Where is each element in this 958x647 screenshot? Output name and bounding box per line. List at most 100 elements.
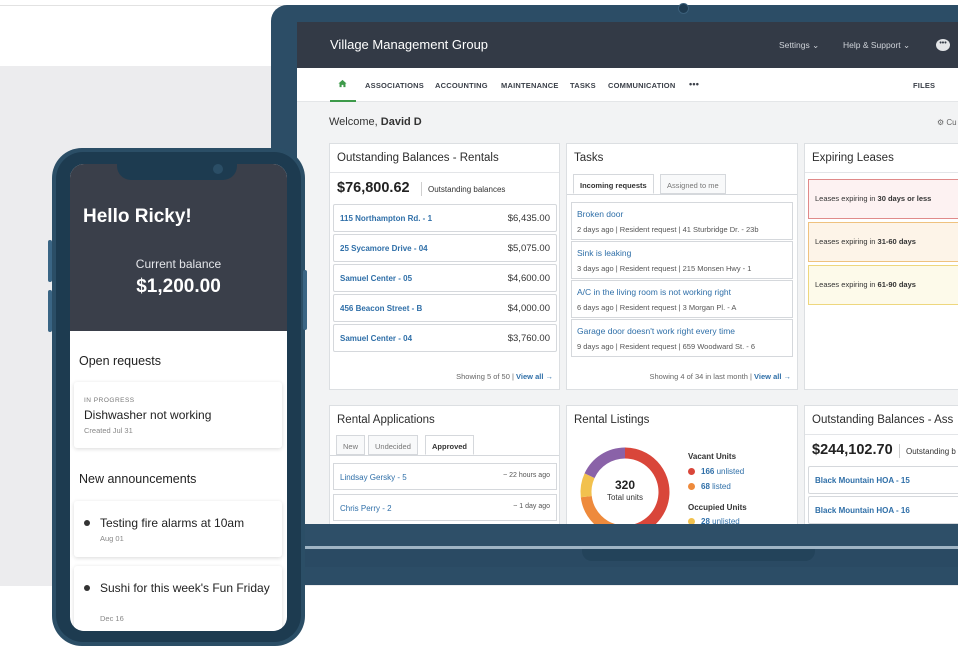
tab-incoming-requests[interactable]: Incoming requests <box>573 174 654 194</box>
task-meta: 2 days ago | Resident request | 41 Sturb… <box>577 225 759 234</box>
gear-icon: ⚙ <box>937 118 945 127</box>
legend-vacant-unlisted[interactable]: 166 unlisted <box>688 467 744 476</box>
customize-label: Cu <box>946 118 957 127</box>
balance-row[interactable]: 115 Northampton Rd. - 1 $6,435.00 <box>333 204 557 232</box>
tab-tasks[interactable]: TASKS <box>570 81 596 90</box>
tab-accounting[interactable]: ACCOUNTING <box>435 81 488 90</box>
property-link[interactable]: 456 Beacon Street - B <box>340 304 423 313</box>
property-link[interactable]: 25 Sycamore Drive - 04 <box>340 244 428 253</box>
announcement-date: Aug 01 <box>100 534 124 543</box>
laptop-lip <box>303 546 958 549</box>
balance-row[interactable]: Samuel Center - 04 $3,760.00 <box>333 324 557 352</box>
property-link[interactable]: Samuel Center - 05 <box>340 274 413 283</box>
application-time: ~ 22 hours ago <box>503 472 550 479</box>
balance-amount: $6,435.00 <box>507 213 550 224</box>
task-item[interactable]: Sink is leaking 3 days ago | Resident re… <box>571 241 793 279</box>
balance-amount: $5,075.00 <box>507 243 550 254</box>
bullet-icon <box>84 520 90 526</box>
task-item[interactable]: Garage door doesn't work right every tim… <box>571 319 793 357</box>
task-title[interactable]: Garage door doesn't work right every tim… <box>577 326 736 336</box>
request-card[interactable]: IN PROGRESS Dishwasher not working Creat… <box>74 382 282 448</box>
announcement-card[interactable]: Sushi for this week's Fun Friday Dec 16 <box>74 566 282 631</box>
legend-count: 68 <box>701 482 710 491</box>
balance-amount: $4,600.00 <box>507 273 550 284</box>
chevron-down-icon: ⌄ <box>812 40 820 50</box>
balance-row[interactable]: Black Mountain HOA - 15 <box>808 466 958 494</box>
balance-row[interactable]: Black Mountain HOA - 16 <box>808 496 958 524</box>
balance-row[interactable]: 25 Sycamore Drive - 04 $5,075.00 <box>333 234 557 262</box>
association-link[interactable]: Black Mountain HOA - 16 <box>815 506 910 515</box>
task-item[interactable]: A/C in the living room is not working ri… <box>571 280 793 318</box>
donut-segment-vacant-unlisted[interactable] <box>620 447 670 524</box>
property-link[interactable]: Samuel Center - 04 <box>340 334 413 343</box>
lease-bucket-30[interactable]: Leases expiring in 30 days or less <box>808 179 958 219</box>
announcement-date: Dec 16 <box>100 614 124 623</box>
laptop-camera <box>678 3 689 14</box>
vacant-units-heading: Vacant Units <box>688 452 737 461</box>
divider <box>805 434 958 435</box>
phone-volume-down <box>48 290 52 332</box>
association-link[interactable]: Black Mountain HOA - 15 <box>815 476 910 485</box>
balance-row[interactable]: 456 Beacon Street - B $4,000.00 <box>333 294 557 322</box>
balance-row[interactable]: Samuel Center - 05 $4,600.00 <box>333 264 557 292</box>
view-all-link[interactable]: View all → <box>516 372 553 381</box>
donut-segment-occupied-unlisted[interactable] <box>580 473 595 498</box>
tab-communication[interactable]: COMMUNICATION <box>608 81 676 90</box>
settings-menu[interactable]: Settings ⌄ <box>779 40 819 51</box>
laptop-screen: Village Management Group Settings ⌄ Help… <box>297 22 958 524</box>
expiring-leases-card: Expiring Leases Leases expiring in 30 da… <box>804 143 958 390</box>
request-title: Dishwasher not working <box>84 408 212 422</box>
app-title: Village Management Group <box>330 37 489 52</box>
applicant-link[interactable]: Chris Perry - 2 <box>340 504 392 513</box>
legend-vacant-listed[interactable]: 68 listed <box>688 482 731 491</box>
property-link[interactable]: 115 Northampton Rd. - 1 <box>340 214 433 223</box>
tab-files[interactable]: FILES <box>913 81 936 90</box>
tab-undecided[interactable]: Undecided <box>368 435 418 455</box>
task-title[interactable]: Sink is leaking <box>577 248 632 258</box>
task-meta: 3 days ago | Resident request | 215 Mons… <box>577 264 752 273</box>
divider <box>567 194 797 195</box>
divider <box>805 172 958 173</box>
donut-segment-vacant-listed[interactable] <box>580 495 620 524</box>
tab-associations[interactable]: ASSOCIATIONS <box>365 81 424 90</box>
chevron-down-icon: ⌄ <box>903 40 911 50</box>
card-title: Outstanding Balances - Ass <box>812 414 954 426</box>
donut-total-label: Total units <box>606 493 644 502</box>
help-support-menu[interactable]: Help & Support ⌄ <box>843 40 910 51</box>
card-title: Expiring Leases <box>812 152 894 164</box>
application-row[interactable]: Chris Perry - 2 ~ 1 day ago <box>333 494 557 521</box>
tab-new[interactable]: New <box>336 435 366 455</box>
lease-prefix: Leases expiring in <box>815 280 878 289</box>
view-all-link[interactable]: View all → <box>754 372 791 381</box>
donut-segment-occupied-listed[interactable] <box>584 447 626 479</box>
tab-maintenance[interactable]: MAINTENANCE <box>501 81 559 90</box>
lease-bucket-90[interactable]: Leases expiring in 61-90 days <box>808 265 958 305</box>
phone-camera <box>213 164 223 174</box>
home-icon <box>338 79 347 88</box>
legend-occupied-unlisted[interactable]: 28 unlisted <box>688 517 740 524</box>
lease-prefix: Leases expiring in <box>815 237 878 246</box>
request-status: IN PROGRESS <box>84 397 135 404</box>
greeting: Hello Ricky! <box>83 206 192 227</box>
lease-bucket-60[interactable]: Leases expiring in 31-60 days <box>808 222 958 262</box>
balance-amount: $3,760.00 <box>507 333 550 344</box>
application-row[interactable]: Lindsay Gersky - 5 ~ 22 hours ago <box>333 463 557 490</box>
task-item[interactable]: Broken door 2 days ago | Resident reques… <box>571 202 793 240</box>
announcement-card[interactable]: Testing fire alarms at 10am Aug 01 <box>74 501 282 557</box>
listings-donut-chart <box>580 447 670 524</box>
task-title[interactable]: A/C in the living room is not working ri… <box>577 287 732 297</box>
phone-volume-up <box>48 240 52 282</box>
legend-dot <box>688 518 695 524</box>
applicant-link[interactable]: Lindsay Gersky - 5 <box>340 473 407 482</box>
announcements-heading: New announcements <box>79 472 197 486</box>
tab-approved[interactable]: Approved <box>425 435 475 455</box>
tab-assigned-to-me[interactable]: Assigned to me <box>660 174 726 194</box>
more-menu-icon[interactable]: ••• <box>689 79 700 89</box>
welcome-message: Welcome, David D <box>329 116 422 128</box>
customize-button[interactable]: ⚙ Cu <box>937 118 957 127</box>
chat-bubble-icon[interactable]: ••• <box>936 39 950 51</box>
task-title[interactable]: Broken door <box>577 209 624 219</box>
divider <box>421 182 422 196</box>
rental-listings-card: Rental Listings 320 Total units Vacant U… <box>566 405 798 524</box>
tab-home[interactable] <box>330 68 356 102</box>
